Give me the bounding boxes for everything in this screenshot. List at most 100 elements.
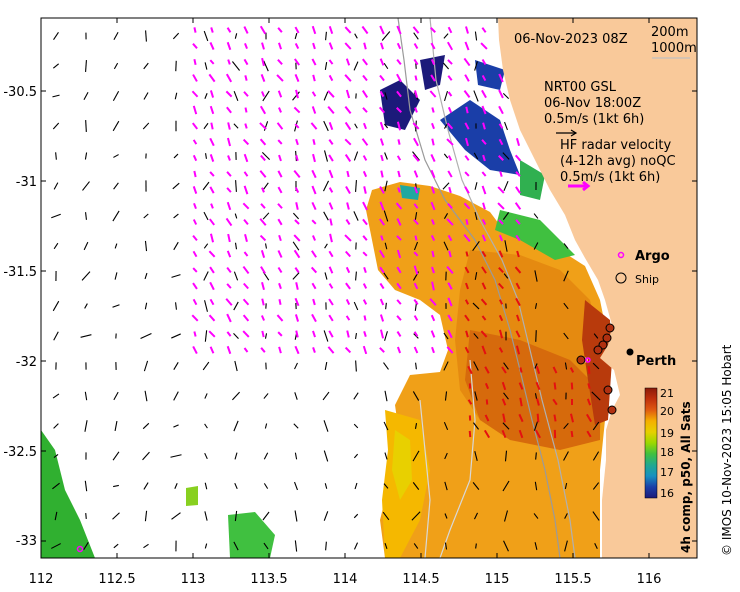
gsl-arrow — [564, 513, 568, 519]
gsl-arrow — [353, 453, 359, 459]
gsl-arrow — [563, 451, 569, 461]
hf-arrow — [464, 186, 470, 194]
hf-arrow — [501, 381, 507, 391]
gsl-arrow — [51, 543, 61, 549]
hf-arrow — [328, 74, 334, 82]
gsl-arrow — [113, 154, 119, 158]
hf-arrow — [569, 367, 575, 373]
hf-arrow — [497, 186, 505, 194]
gsl-arrow — [504, 121, 508, 131]
gsl-arrow — [292, 272, 300, 280]
hf-arrow — [328, 250, 334, 258]
gsl-arrow — [174, 483, 178, 489]
gsl-arrow — [412, 151, 420, 161]
hf-arrow — [311, 282, 317, 290]
hf-arrow — [467, 365, 473, 375]
hf-arrow — [430, 201, 436, 211]
hf-arrow — [345, 219, 351, 225]
gsl-arrow — [232, 391, 240, 401]
ship-markers — [576, 323, 617, 415]
gsl-arrow — [83, 241, 89, 251]
hf-arrow — [481, 139, 487, 145]
hf-arrow — [446, 218, 454, 226]
gsl-arrow — [112, 120, 120, 132]
hf-arrow — [192, 139, 198, 145]
gsl-arrow — [442, 62, 450, 70]
gsl-arrow — [354, 33, 358, 39]
gsl-arrow — [52, 482, 60, 490]
gsl-arrow — [355, 271, 357, 281]
hf-arrow — [277, 90, 283, 98]
gsl-arrow — [503, 273, 509, 279]
gsl-arrow — [442, 182, 450, 190]
gsl-arrow — [564, 362, 568, 370]
hf-arrow — [396, 249, 402, 259]
gsl-arrow — [535, 452, 537, 460]
gsl-arrow — [203, 30, 209, 42]
hf-arrow — [397, 170, 401, 178]
hf-arrow — [429, 298, 437, 306]
hf-arrow — [465, 106, 469, 114]
hf-arrow — [244, 43, 248, 49]
hf-arrow — [498, 105, 504, 115]
gsl-arrow — [324, 483, 328, 489]
hf-arrow — [396, 346, 402, 354]
hf-arrow — [463, 90, 471, 98]
gsl-arrow — [503, 180, 509, 192]
gsl-arrow — [414, 212, 418, 220]
gsl-arrow — [173, 424, 179, 428]
gsl-arrow — [84, 480, 88, 492]
hf-arrow — [345, 266, 351, 274]
hf-arrow — [260, 315, 266, 321]
hf-arrow — [446, 138, 454, 146]
gsl-arrow — [533, 421, 539, 431]
gsl-arrow — [353, 542, 359, 550]
hf-arrow — [535, 429, 541, 439]
hf-arrow — [293, 58, 301, 66]
hf-arrow — [208, 330, 216, 338]
ship-legend-marker — [615, 272, 627, 284]
hf-arrow — [311, 169, 317, 179]
hf-arrow — [226, 313, 232, 323]
hf-arrow — [447, 75, 453, 81]
hf-arrow — [208, 250, 216, 258]
gsl-arrow — [384, 543, 388, 549]
hf-arrow — [484, 382, 490, 390]
hf-arrow — [276, 122, 284, 130]
gsl-arrow — [325, 541, 327, 551]
hf-arrow — [244, 107, 248, 113]
gsl-arrow — [443, 241, 449, 251]
hf-arrow — [430, 154, 436, 162]
gsl-arrow — [234, 452, 238, 460]
hf-arrow — [413, 170, 419, 178]
hf-arrow — [327, 90, 335, 98]
hf-arrow — [277, 218, 283, 226]
hf-arrow — [498, 138, 504, 146]
hf-arrow — [192, 43, 198, 49]
gsl-arrow — [384, 152, 388, 160]
hf-arrow — [328, 25, 334, 35]
gsl-arrow — [173, 153, 179, 159]
hf-arrow — [481, 89, 487, 99]
gsl-arrow — [204, 482, 208, 490]
gsl-arrow — [55, 152, 57, 160]
hf-arrow — [345, 315, 351, 321]
hf-arrow — [430, 330, 436, 338]
hf-arrow — [312, 347, 316, 353]
hf-arrow — [327, 346, 335, 354]
gsl-arrow — [503, 392, 509, 400]
hf-arrow — [379, 186, 385, 194]
hf-arrow — [447, 106, 453, 114]
hf-arrow — [344, 121, 352, 131]
hf-arrow — [430, 42, 436, 50]
hf-arrow — [463, 233, 471, 243]
hf-arrow — [413, 298, 419, 306]
hf-arrow — [210, 203, 214, 209]
gsl-arrow — [202, 361, 210, 371]
hf-arrow — [363, 42, 367, 50]
gsl-arrow — [534, 363, 538, 369]
hf-arrow — [498, 123, 504, 129]
gsl-arrow — [592, 511, 600, 521]
x-tick-label: 112 — [29, 572, 54, 587]
hf-arrow — [193, 202, 197, 210]
